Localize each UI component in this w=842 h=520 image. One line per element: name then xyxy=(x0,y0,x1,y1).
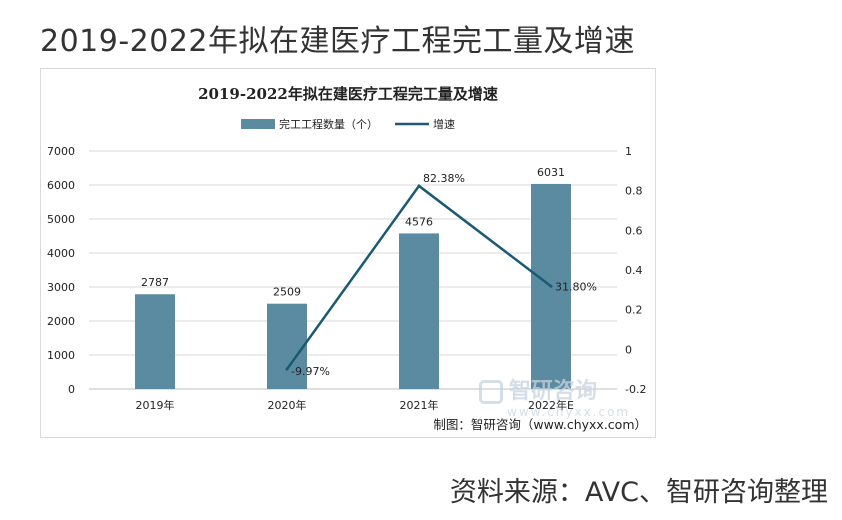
y-right-tick-label: 0.6 xyxy=(625,224,643,237)
x-tick-label: 2022年E xyxy=(528,398,574,412)
y-left-tick-label: 2000 xyxy=(47,315,75,328)
x-tick-label: 2020年 xyxy=(268,398,307,412)
y-right-tick-label: 0 xyxy=(625,343,632,356)
bar-data-label: 6031 xyxy=(537,166,565,179)
chart-frame: 2019-2022年拟在建医疗工程完工量及增速完工工程数量（个） 增速 0 1000 2… xyxy=(40,68,656,438)
y-left-tick-label: 4000 xyxy=(47,247,75,260)
bar xyxy=(399,233,439,389)
source-note: 资料来源：AVC、智研咨询整理 xyxy=(449,477,828,508)
legend-bar-label: 完工工程数量（个） xyxy=(279,117,378,131)
y-right-tick-label: 0.4 xyxy=(625,264,643,277)
y-left-tick-label: 3000 xyxy=(47,281,75,294)
x-tick-label: 2019年 xyxy=(136,398,175,412)
watermark-url: www.chyxx.com xyxy=(507,405,631,419)
y-right-tick-label: -0.2 xyxy=(625,383,646,396)
bar-data-label: 2509 xyxy=(273,286,301,299)
bar-data-label: 2787 xyxy=(141,276,169,289)
x-tick-label: 2021年 xyxy=(400,398,439,412)
watermark: 智研咨询 www.chyxx.com xyxy=(479,373,630,419)
bar xyxy=(135,294,175,389)
y-left-tick-label: 7000 xyxy=(47,145,75,158)
legend-bar-swatch xyxy=(241,119,275,129)
bar-data-label: 4576 xyxy=(405,215,433,228)
growth-point xyxy=(285,367,289,371)
watermark-logo-icon xyxy=(479,380,503,404)
growth-point xyxy=(417,184,421,188)
page-title: 2019-2022年拟在建医疗工程完工量及增速 xyxy=(40,24,636,59)
y-left-tick-label: 6000 xyxy=(47,179,75,192)
y-right-tick-label: 0.2 xyxy=(625,304,643,317)
growth-data-label: 82.38% xyxy=(423,172,465,185)
growth-data-label: -9.97% xyxy=(291,365,330,378)
bar xyxy=(267,303,307,389)
y-left-tick-label: 1000 xyxy=(47,349,75,362)
watermark-name: 智研咨询 xyxy=(509,379,598,404)
chart-credit: 制图：智研咨询（www.chyxx.com） xyxy=(433,417,647,432)
legend-line-label: 增速 xyxy=(433,117,455,131)
growth-point xyxy=(549,284,553,288)
y-left-tick-label: 5000 xyxy=(47,213,75,226)
y-right-tick-label: 1 xyxy=(625,145,632,158)
y-left-tick-label: 0 xyxy=(68,383,75,396)
y-right-tick-label: 0.8 xyxy=(625,185,643,198)
growth-data-label: 31.80% xyxy=(555,280,597,293)
chart-title: 2019-2022年拟在建医疗工程完工量及增速 xyxy=(198,85,498,103)
